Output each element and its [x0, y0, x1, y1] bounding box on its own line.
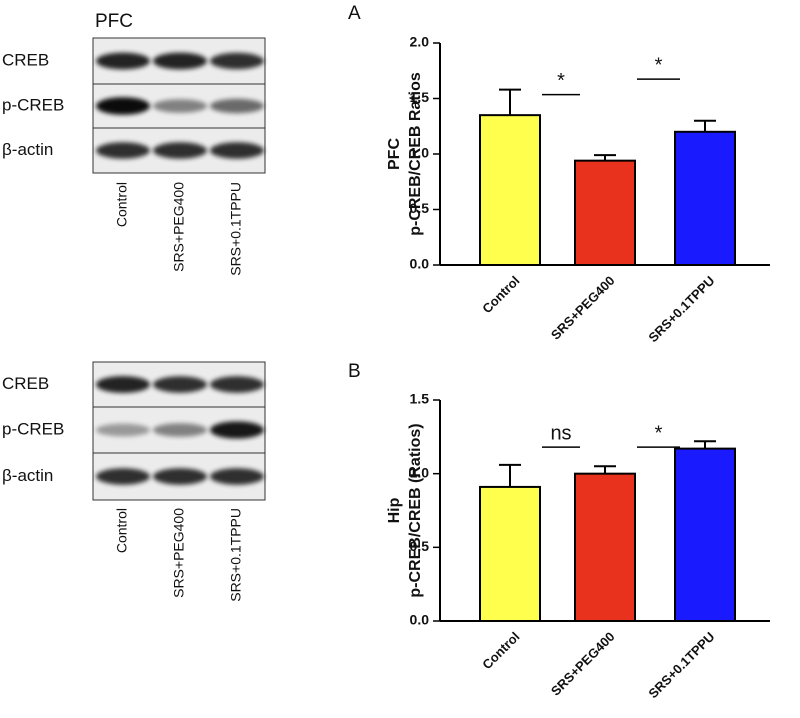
bar: [479, 114, 541, 267]
y-axis-label: PFC: [386, 138, 403, 170]
blot-band: [153, 99, 207, 113]
x-tick-label: SRS+0.1TPPU: [645, 273, 717, 345]
blot-title: PFC: [95, 11, 133, 32]
y-axis-label: p-CREB/CREB Ratios: [407, 72, 424, 236]
y-axis-label: p-CREB/CREB (Ratios): [407, 423, 424, 597]
blot-band: [210, 376, 264, 393]
y-tick-label: 1.5: [410, 89, 430, 105]
blot-row-label: β-actin: [2, 140, 53, 159]
y-tick-label: 2.0: [410, 34, 430, 50]
bar: [574, 472, 636, 622]
blot-lane-label: SRS+PEG400: [171, 508, 187, 598]
blot-band: [153, 142, 207, 159]
blot-band: [153, 52, 207, 70]
blot-row-label: CREB: [2, 50, 49, 69]
x-tick-label: Control: [479, 629, 522, 672]
blot-band: [153, 468, 207, 485]
blot-lane-label: SRS+0.1TPPU: [228, 182, 244, 276]
blot-band: [96, 376, 150, 393]
blot-band: [210, 468, 264, 485]
blot-lane-label: SRS+PEG400: [171, 182, 187, 272]
blot-band: [96, 142, 150, 159]
significance-label: *: [655, 54, 663, 76]
bar: [674, 447, 736, 622]
blot-band: [96, 97, 150, 115]
y-tick-label: 1.0: [410, 464, 430, 480]
y-tick-label: 1.5: [410, 391, 430, 407]
blot-band: [96, 52, 150, 70]
x-tick-label: SRS+PEG400: [548, 629, 618, 699]
y-tick-label: 0.0: [410, 256, 430, 272]
significance-label: *: [557, 70, 565, 92]
x-tick-label: Control: [479, 273, 522, 316]
x-tick-label: SRS+0.1TPPU: [645, 629, 717, 701]
y-tick-label: 1.0: [410, 145, 430, 161]
blot-band: [153, 376, 207, 393]
bar: [574, 159, 636, 266]
blot-lane-label: Control: [114, 508, 130, 553]
blot-band: [210, 98, 264, 114]
blot-row-label: CREB: [2, 374, 49, 393]
blot-band: [96, 468, 150, 485]
significance-label: ns: [550, 422, 571, 444]
y-tick-label: 0.5: [410, 538, 430, 554]
blot-row-label: β-actin: [2, 466, 53, 485]
bar: [479, 485, 541, 622]
blot-row-label: p-CREB: [2, 95, 64, 114]
blot-band: [153, 423, 207, 437]
blot-row-label: p-CREB: [2, 419, 64, 438]
x-tick-label: SRS+PEG400: [548, 273, 618, 343]
blot-band: [96, 423, 150, 437]
blot-band: [210, 52, 264, 70]
panel-letter: A: [348, 3, 361, 24]
significance-label: *: [655, 422, 663, 444]
panel-letter: B: [348, 361, 361, 382]
y-tick-label: 0.0: [410, 612, 430, 628]
y-tick-label: 0.5: [410, 200, 430, 216]
blot-band: [210, 142, 264, 159]
blot-band: [210, 421, 264, 439]
y-axis-label: Hip: [386, 497, 403, 523]
blot-lane-label: Control: [114, 182, 130, 227]
blot-lane-label: SRS+0.1TPPU: [228, 508, 244, 602]
bar: [674, 130, 736, 266]
